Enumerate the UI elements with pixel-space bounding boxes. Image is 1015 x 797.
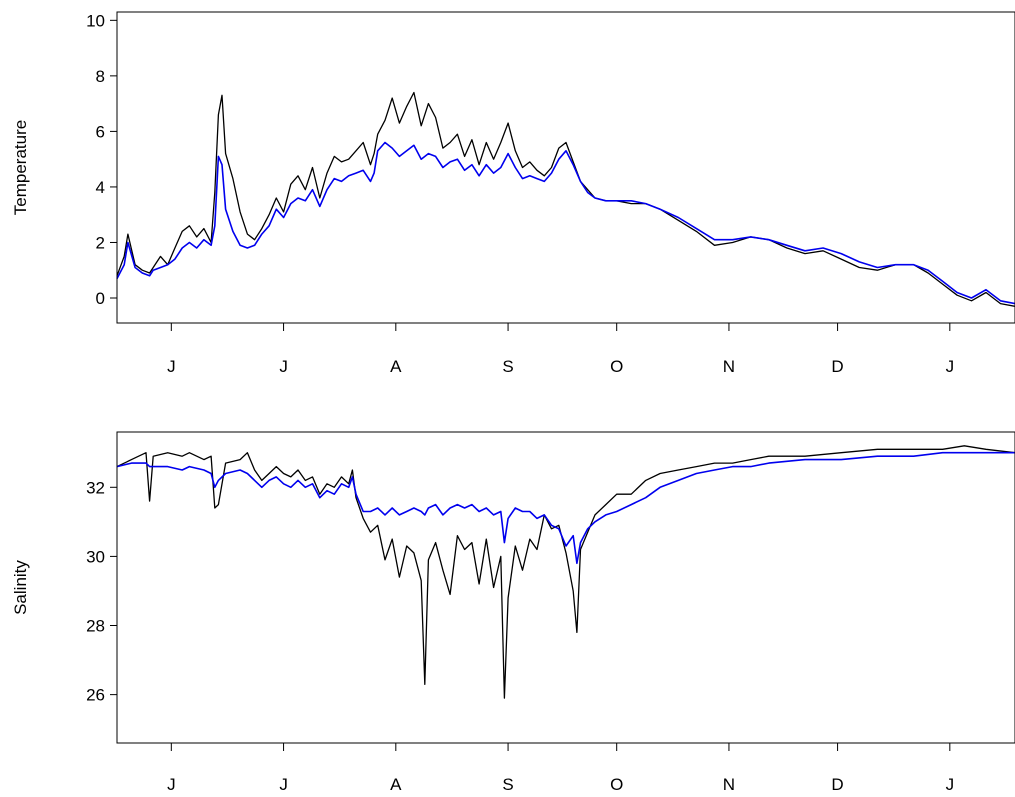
x-tick-label: A: [390, 775, 402, 794]
y-tick-label: 30: [86, 547, 105, 566]
y-tick-label: 32: [86, 478, 105, 497]
y-tick-label: 26: [86, 686, 105, 705]
x-tick-label: J: [279, 775, 288, 794]
y-tick-label: 28: [86, 617, 105, 636]
x-tick-label: O: [610, 357, 623, 376]
plot-frame: [116, 11, 1015, 324]
plot-frame: [116, 431, 1015, 744]
series-line-black: [116, 445, 1015, 699]
x-tick-label: J: [167, 357, 176, 376]
x-tick-label: S: [502, 775, 513, 794]
y-tick-label: 6: [96, 122, 105, 141]
y-axis-title: Salinity: [11, 560, 30, 615]
series-line-blue: [116, 141, 1015, 305]
x-tick-label: O: [610, 775, 623, 794]
x-tick-label: A: [390, 357, 402, 376]
y-tick-label: 10: [86, 11, 105, 30]
y-tick-label: 4: [96, 178, 105, 197]
x-tick-label: D: [831, 775, 843, 794]
x-tick-label: N: [723, 357, 735, 376]
x-tick-label: J: [946, 775, 955, 794]
y-tick-label: 0: [96, 289, 105, 308]
y-tick-label: 8: [96, 67, 105, 86]
series-line-blue: [116, 451, 1015, 565]
y-tick-label: 2: [96, 233, 105, 252]
x-tick-label: D: [831, 357, 843, 376]
x-tick-label: S: [502, 357, 513, 376]
y-axis-title: Temperature: [11, 120, 30, 215]
x-tick-label: J: [946, 357, 955, 376]
x-tick-label: J: [167, 775, 176, 794]
x-tick-label: J: [279, 357, 288, 376]
x-tick-label: N: [723, 775, 735, 794]
